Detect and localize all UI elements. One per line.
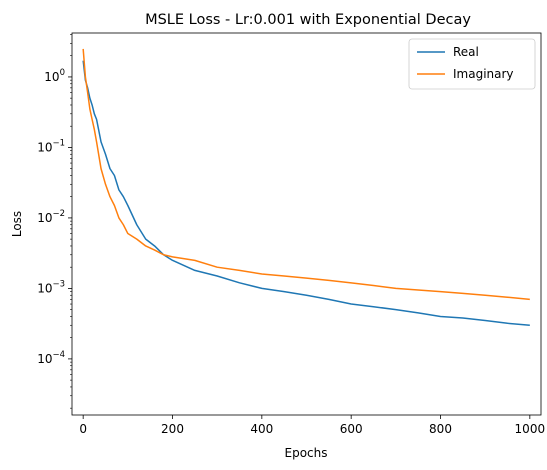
legend-label-real: Real xyxy=(453,45,479,59)
plot-area xyxy=(82,48,530,327)
x-axis-title: Epochs xyxy=(285,446,328,460)
legend-label-imaginary: Imaginary xyxy=(453,67,514,81)
x-tick-label: 200 xyxy=(161,422,184,436)
x-tick-label: 400 xyxy=(250,422,273,436)
y-axis-ticks: 10−4 10−3 10−2 10−1 100 xyxy=(37,34,72,409)
series-line-real xyxy=(82,60,530,327)
legend: Real Imaginary xyxy=(408,38,536,90)
x-tick-label: 1000 xyxy=(515,422,546,436)
chart-title: MSLE Loss - Lr:0.001 with Exponential De… xyxy=(145,12,471,28)
y-tick-label: 100 xyxy=(44,68,65,84)
x-tick-label: 600 xyxy=(340,422,363,436)
x-tick-label: 800 xyxy=(429,422,452,436)
y-tick-label: 10−4 xyxy=(37,350,65,366)
x-axis-ticks: 0 200 400 600 800 1000 xyxy=(79,415,545,436)
plot-frame xyxy=(71,32,542,416)
series-line-imaginary xyxy=(82,48,530,301)
y-tick-label: 10−3 xyxy=(37,279,65,295)
y-tick-label: 10−2 xyxy=(37,209,65,225)
x-tick-label: 0 xyxy=(79,422,87,436)
y-tick-label: 10−1 xyxy=(37,138,65,154)
y-axis-title: Loss xyxy=(10,211,24,237)
